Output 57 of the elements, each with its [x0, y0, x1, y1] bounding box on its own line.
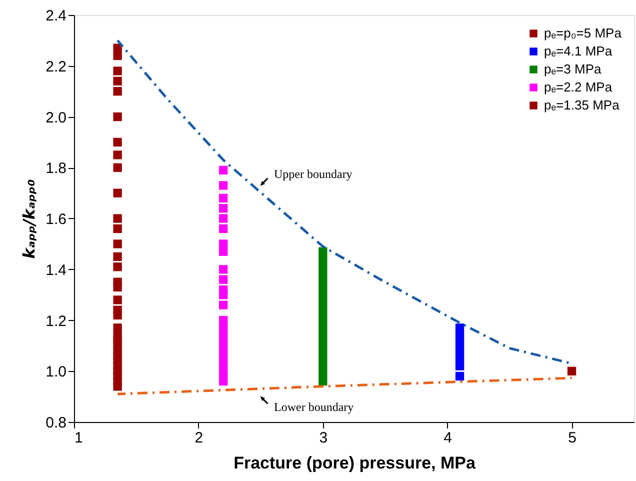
point: [113, 76, 122, 86]
y-tick-label: 2.4: [46, 8, 66, 24]
point: [113, 66, 122, 76]
point: [219, 166, 228, 174]
point: [567, 366, 576, 376]
point: [113, 163, 122, 172]
x-tick-label: 3: [319, 430, 328, 446]
x-tick-label: 1: [74, 430, 83, 446]
y-tick-label: 1.6: [46, 211, 66, 228]
point: [113, 262, 122, 272]
x-tick-label: 5: [568, 430, 576, 446]
point: [219, 275, 228, 284]
legend-label: pₑ=4.1 MPa: [544, 44, 613, 58]
y-tick-label: 0.8: [46, 414, 66, 432]
legend-label: pₑ=1.35 MPa: [544, 98, 620, 112]
point: [113, 296, 122, 304]
y-tick-label: 1.8: [46, 160, 66, 178]
x-tick-label: 4: [444, 430, 452, 446]
point: [113, 150, 122, 160]
point: [113, 224, 122, 234]
point: [219, 265, 228, 274]
point: [113, 310, 122, 320]
point: [219, 224, 228, 234]
y-tick-label: 2.0: [46, 109, 66, 126]
x-axis-title: Fracture (pore) pressure, MPa: [234, 454, 476, 472]
y-tick-label: 2.2: [46, 58, 66, 76]
point: [113, 51, 122, 60]
y-tick-label: 1.0: [46, 364, 66, 381]
point: [219, 376, 228, 386]
point: [113, 188, 122, 198]
point: [113, 86, 122, 96]
x-tick-label: 2: [194, 430, 204, 446]
point: [219, 181, 228, 190]
y-tick-label: 1.2: [46, 312, 66, 330]
point: [219, 247, 228, 256]
point: [113, 252, 122, 261]
annotation: Lower boundary: [274, 400, 354, 414]
annotation: Upper boundary: [274, 167, 352, 181]
point: [113, 112, 122, 122]
legend-label: pₑ=3 MPa: [544, 62, 602, 76]
y-axis-title: kₐₚₚ/kₐₚₚ₀: [20, 179, 39, 259]
point: [113, 382, 122, 391]
legend-label: pₑ=p₀=5 MPa: [544, 26, 622, 40]
point: [219, 300, 228, 310]
point: [219, 214, 228, 223]
point: [455, 362, 464, 370]
legend-label: pₑ=2.2 MPa: [544, 80, 613, 94]
point: [219, 290, 228, 300]
point: [455, 372, 464, 381]
point: [219, 204, 228, 213]
point: [113, 240, 122, 248]
y-tick-label: 1.4: [46, 262, 66, 279]
point: [318, 376, 328, 386]
point: [113, 138, 122, 147]
point: [113, 214, 122, 223]
point: [113, 282, 122, 292]
point: [219, 194, 228, 202]
